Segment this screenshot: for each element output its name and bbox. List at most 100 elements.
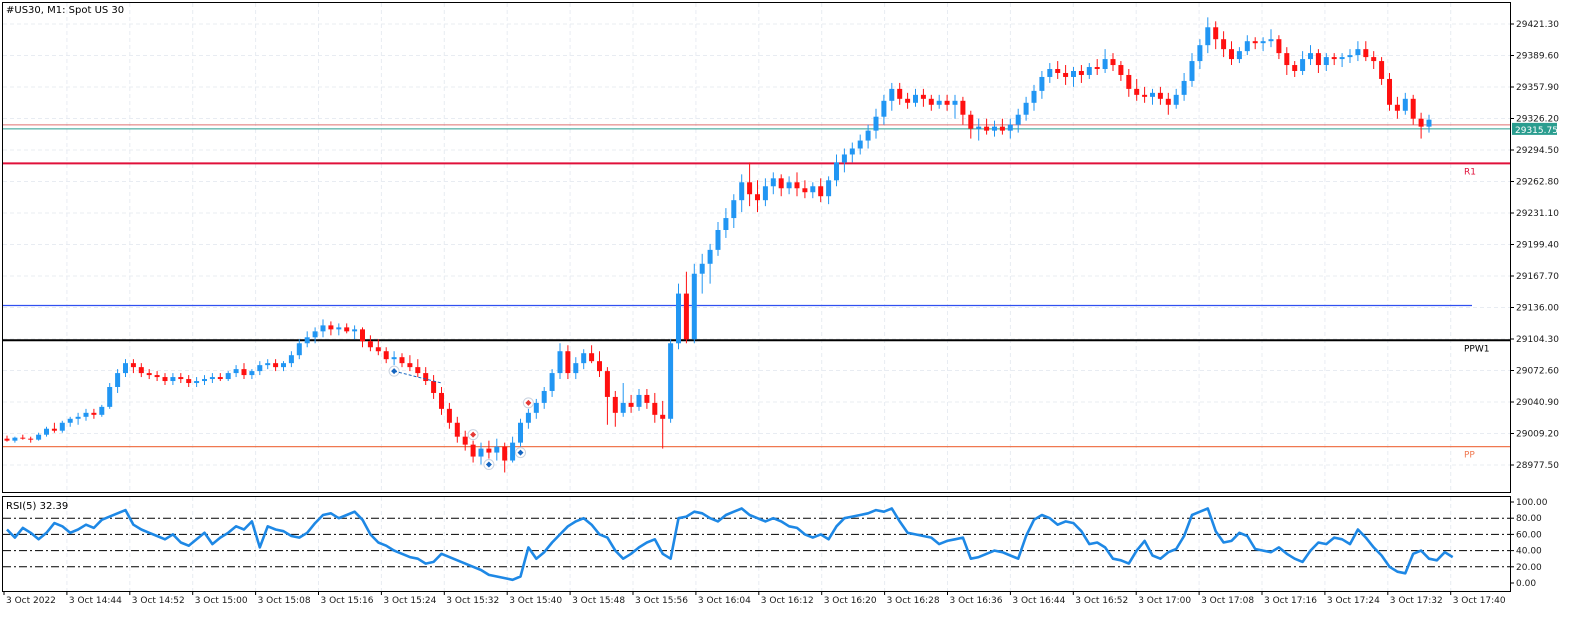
candle-body [1015,114,1021,125]
candle-body [1276,39,1282,54]
candle-body [786,182,792,189]
candle-body [794,182,800,189]
price-tick-label: 29357.90 [1516,83,1559,93]
level-label-pp: PP [1464,451,1475,461]
candle-body [1023,102,1029,115]
price-tick-label: 29199.40 [1516,241,1559,251]
price-tick-label: 28977.50 [1516,461,1559,471]
candle-body [123,363,128,374]
candle-body [1379,61,1385,79]
candle-body [1157,92,1163,99]
candle-body [1371,57,1377,62]
candle-body [533,402,539,413]
time-tick-label: 3 Oct 15:24 [383,596,436,606]
rsi-subwindow-frame[interactable] [2,496,1511,592]
candle-body [186,379,192,384]
time-tick-label: 3 Oct 16:12 [761,596,814,606]
candle-body [857,140,863,149]
candle-body [1252,41,1258,44]
candle-body [486,448,492,453]
candle-body [502,446,508,461]
candle-body [992,126,997,131]
time-tick-label: 3 Oct 15:16 [321,596,374,606]
candle-body [644,394,650,403]
price-tick-label: 29294.50 [1516,146,1559,156]
candle-body [762,186,768,201]
candle-body [976,126,982,129]
candle-body [999,126,1005,131]
candle-body [881,100,887,117]
candle-body [676,293,681,344]
candle-body [178,377,184,380]
candle-body [1039,76,1045,91]
candle-body [241,369,247,376]
time-tick-label: 3 Oct 17:40 [1453,596,1506,606]
candle-body [1418,118,1424,127]
time-tick-label: 3 Oct 15:40 [509,596,562,606]
price-axis[interactable]: 29421.30 29389.60 29357.90 29326.20 29294.50… [1510,20,1559,471]
rsi-tick-label: 40.00 [1516,547,1542,557]
price-tick-label: 29231.10 [1516,209,1559,219]
candle-body [1300,59,1306,72]
candle-body [612,396,618,413]
rsi-title: RSI(5) 32.39 [6,501,68,512]
candle-body [715,229,721,250]
candle-body [20,437,26,439]
candle-body [115,373,121,387]
candle-body [652,402,658,415]
candle-body [344,327,350,332]
candle-body [620,402,626,413]
candle-body [1315,53,1321,66]
price-tick-label: 29104.30 [1516,335,1559,345]
chart-title: #US30, M1: Spot US 30 [6,5,124,16]
candle-body [928,98,934,105]
candle-body [1292,65,1298,72]
candle-body [1118,65,1124,75]
candle-body [1410,98,1416,119]
candle-body [826,180,832,197]
time-tick-label: 3 Oct 15:56 [635,596,688,606]
candle-body [249,371,255,376]
level-label-ppw1: PPW1 [1464,344,1489,354]
candle-body [1394,104,1400,111]
candle-body [905,98,911,103]
candle-body [439,392,444,409]
candle-body [1102,59,1108,70]
candle-body [952,100,958,105]
level-label-r1: R1 [1464,167,1476,177]
rsi-tick-label: 20.00 [1516,563,1542,573]
candle-body [1205,27,1211,46]
candle-body [138,367,144,374]
candle-body [431,381,437,393]
candle-body [446,408,452,423]
candle-body [541,390,547,403]
main-chart-frame[interactable] [2,2,1511,493]
candle-body [731,200,737,219]
candle-body [415,367,421,374]
candle-body [873,116,879,131]
rsi-tick-label: 0.00 [1516,579,1536,589]
time-tick-label: 3 Oct 16:28 [887,596,940,606]
candle-body [51,428,57,431]
time-tick-label: 3 Oct 16:52 [1075,596,1128,606]
candle-body [834,162,839,181]
candle-body [889,88,895,101]
candle-body [399,357,405,364]
time-axis[interactable]: 3 Oct 2022 3 Oct 14:44 3 Oct 14:52 3 Oct 15… [3,591,1506,606]
candle-body [1331,57,1337,60]
candle-body [257,365,263,372]
candle-body [1181,80,1187,95]
candle-series [4,17,1432,473]
candle-body [1339,57,1345,60]
candle-body [1221,39,1227,50]
candle-body [739,182,745,201]
candle-body [1323,57,1329,66]
candle-body [1387,78,1392,105]
candle-body [217,377,223,380]
candle-body [968,114,974,129]
candle-body [312,331,318,338]
candle-body [470,444,476,457]
candle-body [747,182,753,195]
